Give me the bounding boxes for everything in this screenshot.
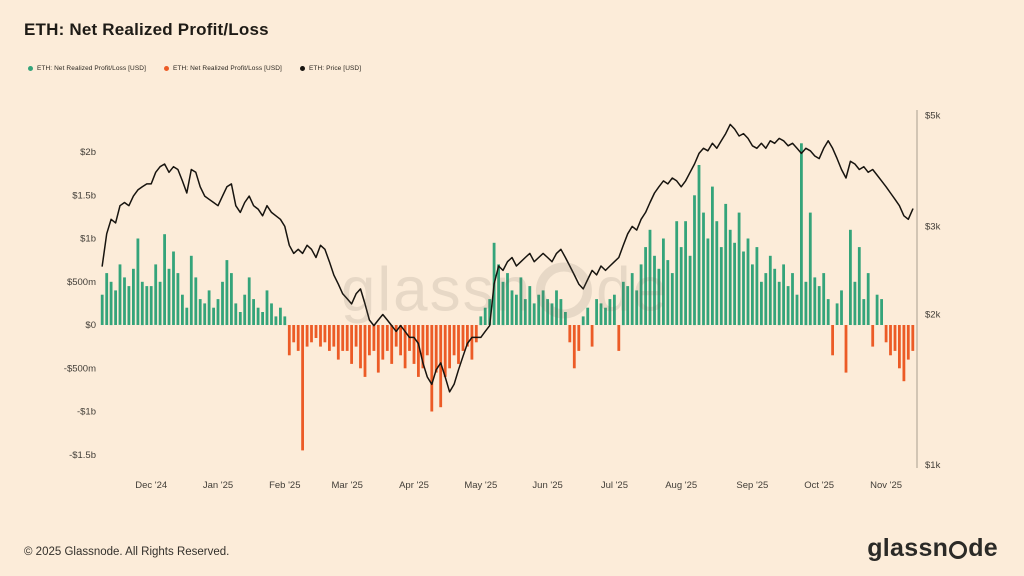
svg-text:-$1.5b: -$1.5b	[69, 450, 96, 461]
svg-text:Aug '25: Aug '25	[665, 480, 697, 491]
right-axis-labels: $5k $3k $2k $1k	[925, 111, 941, 472]
svg-text:$2k: $2k	[925, 310, 941, 321]
svg-text:$0: $0	[85, 320, 96, 331]
svg-text:$2b: $2b	[80, 147, 96, 158]
svg-text:Feb '25: Feb '25	[269, 480, 300, 491]
glassnode-ring-icon	[949, 540, 968, 559]
glassnode-logo: glassn de	[867, 534, 998, 563]
x-axis-labels: Dec '24 Jan '25 Feb '25 Mar '25 Apr '25 May '…	[135, 480, 902, 491]
svg-text:Mar '25: Mar '25	[332, 480, 363, 491]
orange-dot-icon	[163, 66, 169, 71]
svg-text:Jan '25: Jan '25	[203, 480, 233, 491]
copyright-text: © 2025 Glassnode. All Rights Reserved.	[24, 546, 230, 558]
legend-item-price[interactable]: ETH: Price [USD]	[299, 65, 362, 72]
svg-text:Nov '25: Nov '25	[870, 480, 902, 491]
price-line	[101, 123, 914, 393]
svg-text:Jun '25: Jun '25	[532, 480, 562, 491]
legend-item-net-realized-loss[interactable]: ETH: Net Realized Profit/Loss [USD]	[163, 65, 282, 72]
svg-text:-$1b: -$1b	[77, 407, 96, 418]
svg-text:Apr '25: Apr '25	[399, 480, 429, 491]
page-title: ETH: Net Realized Profit/Loss	[24, 20, 269, 39]
net-realized-profit-loss-bars	[100, 143, 915, 451]
svg-text:May '25: May '25	[464, 480, 497, 491]
green-dot-icon	[28, 66, 33, 71]
svg-text:$5k: $5k	[925, 111, 941, 122]
legend: ETH: Net Realized Profit/Loss [USD] ETH:…	[28, 65, 361, 72]
svg-text:$1.5b: $1.5b	[72, 190, 96, 201]
left-axis-labels: $2b $1.5b $1b $500m $0 -$500m -$1b -$1.5b	[64, 147, 96, 461]
svg-text:-$500m: -$500m	[64, 363, 96, 374]
logo-text-left: glassn	[867, 534, 949, 562]
svg-text:$500m: $500m	[67, 277, 96, 288]
svg-text:Oct '25: Oct '25	[804, 480, 834, 491]
legend-label: ETH: Net Realized Profit/Loss [USD]	[37, 65, 146, 72]
svg-text:$3k: $3k	[925, 221, 941, 232]
legend-label: ETH: Price [USD]	[308, 65, 362, 72]
black-dot-icon	[299, 66, 305, 71]
svg-text:Sep '25: Sep '25	[736, 480, 768, 491]
legend-item-net-realized-profit[interactable]: ETH: Net Realized Profit/Loss [USD]	[28, 65, 146, 72]
svg-text:$1k: $1k	[925, 460, 941, 471]
legend-label: ETH: Net Realized Profit/Loss [USD]	[172, 65, 282, 72]
svg-text:$1b: $1b	[80, 234, 96, 245]
svg-text:Dec '24: Dec '24	[135, 480, 167, 491]
logo-text-right: de	[968, 534, 998, 562]
svg-text:Jul '25: Jul '25	[601, 480, 628, 491]
